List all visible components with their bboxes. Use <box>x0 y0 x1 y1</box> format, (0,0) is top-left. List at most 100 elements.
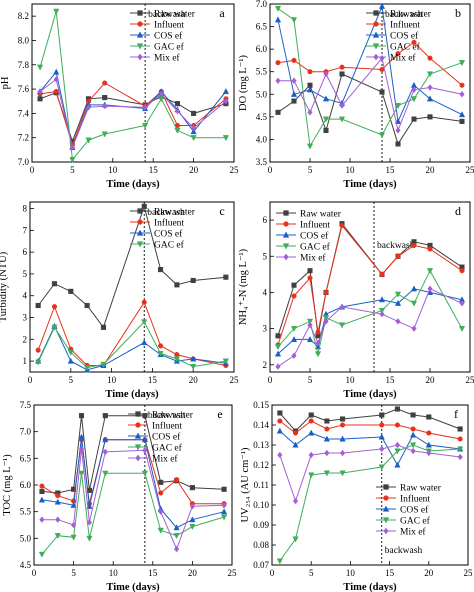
y-tick-label: 0.07 <box>253 560 269 570</box>
panel-letter: c <box>219 204 224 218</box>
x-tick-label: 0 <box>268 375 273 385</box>
x-tick-label: 10 <box>109 568 119 578</box>
data-point <box>315 339 321 347</box>
legend-label: COS ef <box>154 229 183 240</box>
data-point <box>69 144 76 151</box>
y-tick-label: 5 <box>23 269 28 279</box>
data-point <box>55 493 61 499</box>
data-point <box>78 433 85 440</box>
data-point <box>67 357 74 364</box>
legend-label: Influent <box>154 20 184 31</box>
x-tick-label: 10 <box>108 165 118 175</box>
series-line <box>279 444 461 503</box>
x-tick-label: 15 <box>386 375 396 385</box>
data-point <box>190 277 196 284</box>
data-point <box>315 329 321 335</box>
data-point <box>290 336 298 342</box>
data-point <box>379 89 385 95</box>
data-point <box>173 545 180 553</box>
backwash-label: backwash <box>385 546 423 556</box>
data-point <box>158 508 164 515</box>
data-point <box>410 412 416 418</box>
data-point <box>426 449 432 457</box>
data-point <box>174 101 180 107</box>
data-point <box>395 141 401 147</box>
legend-marker <box>373 53 379 61</box>
data-point <box>37 88 43 95</box>
x-tick-label: 5 <box>71 568 76 578</box>
legend-marker <box>383 527 389 535</box>
data-point <box>142 447 148 454</box>
data-point <box>307 321 313 329</box>
legend-label: Mix ef <box>390 53 416 64</box>
y-axis-label: UV₂₅₄ (AU cm⁻¹) <box>240 447 251 523</box>
backwash-label: backwash <box>147 208 185 218</box>
series-line <box>277 288 463 368</box>
series <box>38 433 228 531</box>
data-point <box>53 76 59 83</box>
data-point <box>38 496 46 503</box>
data-point <box>457 436 463 442</box>
data-point <box>427 114 433 120</box>
legend-marker <box>135 422 141 428</box>
data-point <box>395 318 401 325</box>
data-point <box>322 116 330 123</box>
data-point <box>223 97 229 105</box>
legend-marker <box>282 231 290 238</box>
data-point <box>394 461 401 468</box>
series <box>35 322 229 373</box>
y-tick-label: 2 <box>23 334 28 344</box>
legend-marker <box>373 10 379 16</box>
data-point <box>102 95 108 101</box>
y-tick-label: 7.0 <box>256 0 268 9</box>
x-tick-label: 5 <box>69 375 74 385</box>
data-point <box>291 98 297 104</box>
data-point <box>85 104 92 111</box>
data-point <box>339 303 345 311</box>
series-line <box>37 325 226 371</box>
data-point <box>86 519 93 526</box>
data-point <box>292 497 299 505</box>
data-point <box>394 103 402 110</box>
y-tick-label: 7 <box>23 225 28 235</box>
data-point <box>307 69 313 75</box>
data-point <box>158 479 164 485</box>
data-point <box>277 410 283 416</box>
data-point <box>141 436 148 443</box>
data-point <box>220 514 228 521</box>
data-point <box>55 516 61 523</box>
data-point <box>410 442 417 449</box>
data-point <box>100 324 106 330</box>
data-point <box>158 490 164 496</box>
data-point <box>54 498 61 505</box>
legend-marker <box>283 210 289 216</box>
data-point <box>308 451 314 459</box>
y-tick-label: 0.08 <box>253 540 269 550</box>
data-point <box>174 352 180 358</box>
legend-marker <box>137 53 143 61</box>
series-line <box>37 321 226 369</box>
data-point <box>457 453 463 461</box>
x-tick-label: 20 <box>426 375 436 385</box>
plot-frame <box>269 201 471 373</box>
data-point <box>102 102 108 110</box>
data-point <box>340 422 346 428</box>
data-point <box>275 60 281 66</box>
data-point <box>306 336 314 342</box>
series-line <box>37 204 226 329</box>
legend-label: Influent <box>300 220 330 231</box>
panel-letter: d <box>455 204 461 218</box>
panel-d: 0 5 10 15 20 25 2 3 4 5 6 Time (days) NH₄⁺-N (mg L⁻¹… <box>238 201 474 400</box>
data-point <box>307 109 313 116</box>
data-point <box>274 5 282 12</box>
y-tick-label: 8.2 <box>18 11 29 21</box>
series <box>35 319 229 372</box>
x-tick-label: 20 <box>189 165 199 175</box>
series <box>36 8 230 164</box>
data-point <box>394 441 401 449</box>
data-point <box>394 448 401 455</box>
legend-label: Raw water <box>154 10 196 20</box>
x-tick-label: 25 <box>466 375 474 385</box>
data-point <box>275 77 281 85</box>
data-point <box>292 430 299 436</box>
